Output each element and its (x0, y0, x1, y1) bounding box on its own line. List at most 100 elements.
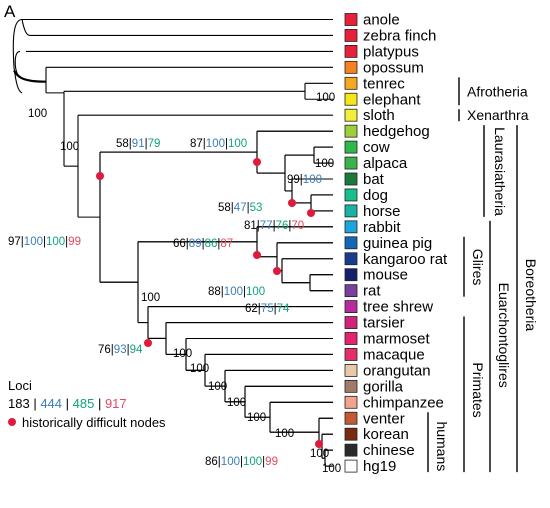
support-value: 70 (291, 220, 304, 232)
support-value: 100 (243, 456, 262, 468)
support-value: 76 (98, 344, 111, 356)
taxon-color-swatch (344, 316, 358, 329)
legend-loci-value: 917 (105, 396, 127, 411)
support-value: | (129, 138, 132, 150)
support-label-glires: 66|89|86|87 (173, 238, 233, 250)
boreotheria-label: Boreotheria (523, 259, 539, 332)
support-value: 100 (190, 363, 209, 375)
support-value: | (225, 138, 228, 150)
support-value: 100 (315, 158, 334, 170)
difficult-node-dot (96, 172, 104, 180)
primates-label: Primates (470, 362, 486, 417)
support-label-human_inner1: 100 (310, 448, 329, 460)
taxon-label: sloth (363, 107, 395, 124)
support-value: 58 (218, 202, 231, 214)
taxon-label: venter (363, 410, 405, 427)
support-value: 74 (277, 303, 290, 315)
support-value: 87 (220, 238, 233, 250)
support-value: 86 (205, 238, 218, 250)
taxon-color-swatch (344, 363, 358, 377)
support-value: 99 (287, 174, 300, 186)
taxon-label: zebra finch (363, 27, 436, 44)
legend-dot-icon (8, 418, 16, 426)
legend-loci-value: | (94, 396, 105, 411)
taxon-label: platypus (363, 43, 419, 60)
support-value: | (273, 220, 276, 232)
taxon-label: alpaca (363, 155, 408, 172)
difficult-node-markers (96, 158, 323, 448)
taxon-label: cow (363, 139, 390, 156)
difficult-node-dot (315, 440, 323, 448)
support-value: 99 (68, 236, 81, 248)
difficult-node-dot (307, 209, 315, 217)
taxon-label: chimpanzee (363, 394, 444, 411)
support-value: 76 (276, 220, 289, 232)
support-value: 100 (227, 397, 246, 409)
afrotheria-label: Afrotheria (467, 83, 528, 99)
support-value: 75 (261, 303, 274, 315)
taxon-label: opossum (363, 59, 424, 76)
support-value: 91 (132, 138, 145, 150)
support-value: | (202, 238, 205, 250)
legend-loci-value: | (30, 396, 41, 411)
taxon-color-swatch (344, 204, 358, 218)
taxon-label: gorilla (363, 378, 404, 395)
taxon-label: macaque (363, 346, 425, 363)
taxon-color-swatch (344, 108, 358, 122)
legend: Loci 183 | 444 | 485 | 917 historically di… (8, 378, 166, 430)
support-value: | (127, 344, 130, 356)
support-value: 100 (208, 381, 227, 393)
taxon-color-swatch (344, 29, 358, 42)
taxon-color-swatch (344, 459, 358, 473)
support-value: 100 (247, 412, 266, 424)
taxon-color-swatch (344, 76, 358, 90)
support-value: | (21, 236, 24, 248)
support-value: 100 (221, 456, 240, 468)
support-value: 89 (189, 238, 202, 250)
support-value: 100 (46, 236, 65, 248)
difficult-node-dot (144, 339, 152, 347)
taxon-label: korean (363, 426, 409, 443)
support-value: | (247, 202, 250, 214)
support-label-homininae: 100 (247, 412, 266, 424)
taxon-color-swatch (344, 236, 358, 250)
support-label-humans: 86|100|100|99 (205, 456, 278, 468)
taxon-label: tarsier (363, 315, 405, 332)
support-value: | (203, 138, 206, 150)
support-value: | (243, 286, 246, 298)
taxon-color-swatch (344, 92, 358, 106)
taxon-color-swatch (344, 395, 358, 409)
clade-brackets: Afrotheria Xenarthra Laurasiatheria Glires E… (427, 77, 539, 473)
taxon-color-swatch (344, 427, 358, 441)
support-value: | (288, 220, 291, 232)
support-value: 93 (114, 344, 127, 356)
support-value: 99 (265, 456, 278, 468)
taxon-label: hg19 (363, 458, 396, 475)
xenarthra-label: Xenarthra (467, 107, 529, 123)
support-label-afrotheria: 100 (316, 92, 335, 104)
support-label-anthropoidea: 100 (190, 363, 209, 375)
support-value: 97 (8, 236, 21, 248)
branch (13, 69, 47, 83)
support-value: | (145, 138, 148, 150)
support-value: | (257, 220, 260, 232)
branch (12, 18, 23, 94)
legend-dot-label: historically difficult nodes (22, 415, 166, 430)
support-value: | (258, 303, 261, 315)
taxon-label: tree shrew (363, 299, 433, 316)
support-label-mouse_rat: 62|75|74 (245, 303, 290, 315)
legend-loci-value: 485 (73, 396, 95, 411)
support-value: | (218, 456, 221, 468)
support-value: | (240, 456, 243, 468)
support-label-lauras_inner: 87|100|100 (190, 138, 247, 150)
taxon-label: horse (363, 203, 401, 220)
support-value: 100 (28, 108, 47, 120)
taxon-color-swatch (344, 45, 358, 58)
taxon-color-swatch (344, 332, 358, 345)
support-value: 47 (234, 202, 247, 214)
taxon-color-swatch (344, 60, 358, 74)
legend-loci-values: 183 | 444 | 485 | 917 (8, 396, 127, 411)
support-value: | (217, 238, 220, 250)
taxon-color-swatch (344, 284, 358, 298)
